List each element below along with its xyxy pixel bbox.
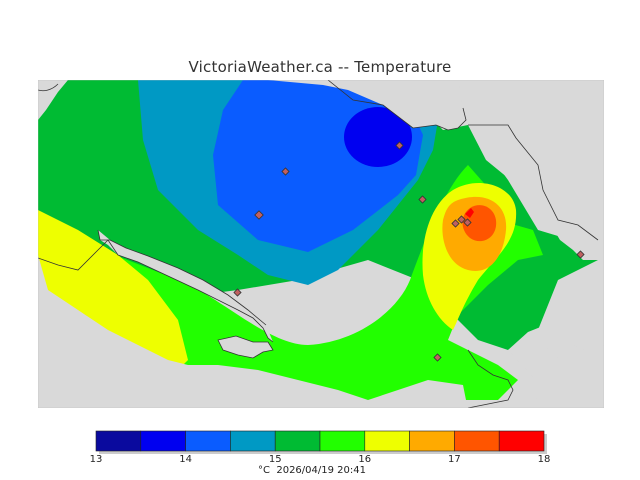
legend-bin (95, 430, 142, 452)
temperature-map (38, 80, 604, 408)
legend-bin (274, 430, 321, 452)
station-marker (254, 210, 264, 220)
legend-tick-label: 16 (358, 454, 371, 462)
zone-17-yellow-west (38, 210, 188, 380)
station-marker (576, 250, 585, 259)
legend-bins (95, 430, 547, 454)
coastline (38, 80, 599, 408)
legend-tick-label: 13 (90, 454, 103, 462)
legend-tick-label: 14 (179, 454, 192, 462)
zone-18-red (465, 208, 474, 218)
legend-bin (498, 430, 545, 452)
legend-bin (409, 430, 455, 452)
legend-bin (319, 430, 366, 452)
legend-bin (140, 430, 186, 452)
legend-tick-label: 15 (269, 454, 282, 462)
legend-footer: °C 2026/04/19 20:41 (258, 465, 366, 476)
station-marker (457, 215, 466, 224)
station-marker (418, 195, 427, 204)
unit-label: °C (258, 465, 270, 476)
inlet-saanich (98, 230, 273, 342)
legend-bin (364, 430, 410, 452)
legend-tick-label: 18 (538, 454, 551, 462)
legend-bin (185, 430, 231, 452)
timestamp: 2026/04/19 20:41 (276, 465, 366, 476)
color-legend: 13 14 15 16 17 18 (90, 430, 551, 462)
station-marker (451, 219, 460, 228)
station-marker (395, 141, 404, 150)
page-title: VictoriaWeather.ca -- Temperature (188, 58, 452, 76)
ocean-north (38, 80, 68, 120)
station-markers (233, 141, 585, 362)
legend-bin (454, 430, 500, 452)
legend-bin (230, 430, 276, 452)
legend-tick-label: 17 (448, 454, 461, 462)
legend-ticks: 13 14 15 16 17 18 (90, 454, 551, 462)
station-marker (433, 353, 442, 362)
station-marker (233, 288, 242, 297)
station-marker (281, 167, 290, 176)
zone-13.5-14-darkblue (344, 107, 412, 167)
ocean-east (468, 125, 604, 408)
ocean-south (38, 255, 468, 408)
station-marker (463, 218, 472, 227)
